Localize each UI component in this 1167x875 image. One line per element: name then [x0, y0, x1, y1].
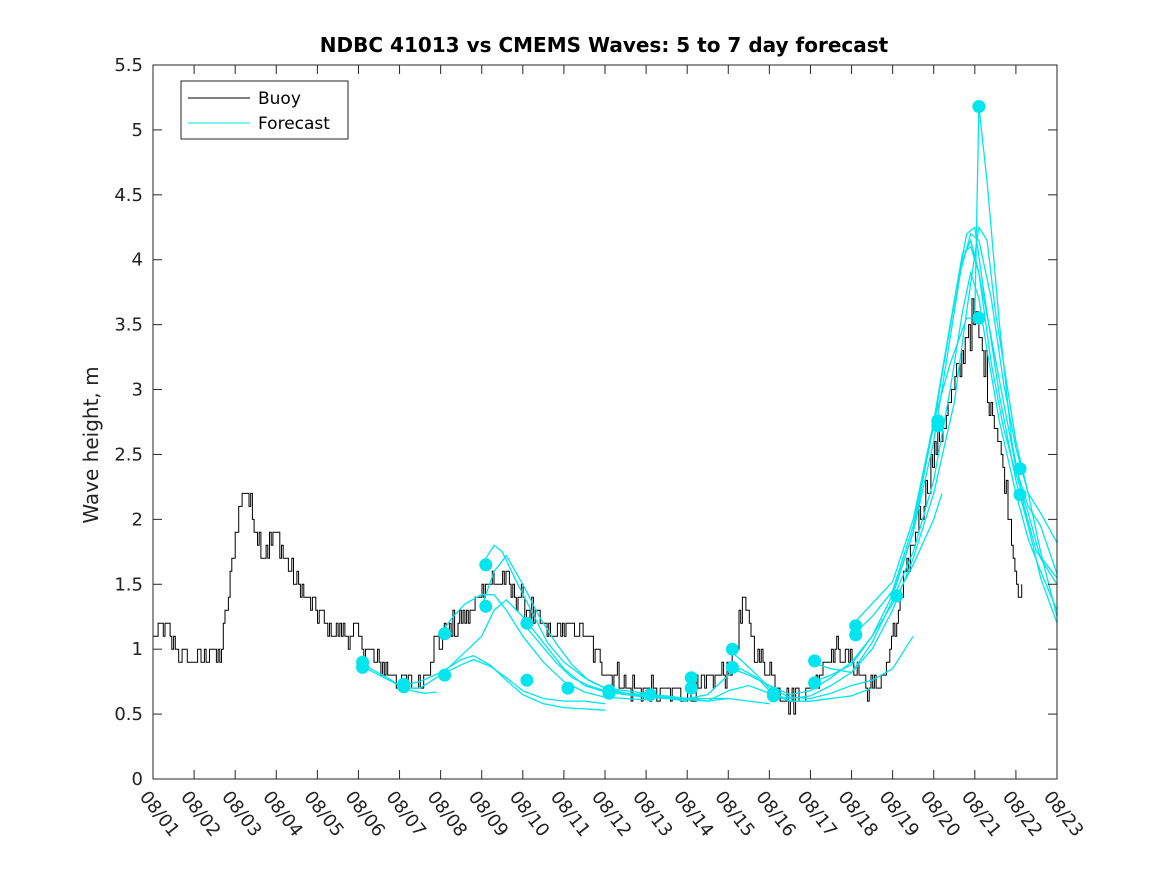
y-tick-label: 1: [132, 639, 143, 660]
legend-box: [180, 80, 349, 140]
y-axis-label: Wave height, m: [79, 366, 103, 523]
forecast-points: [356, 100, 1027, 703]
forecast-point-27: [931, 419, 945, 433]
forecast-series-line-17: [851, 232, 1058, 637]
forecast-point-13: [602, 686, 616, 700]
y-tick-label: 2.5: [114, 444, 143, 465]
y-tick-label: 5.5: [114, 55, 143, 76]
forecast-point-25: [890, 589, 904, 603]
forecast-series-line-11: [727, 635, 914, 700]
forecast-point-10: [520, 673, 534, 687]
forecast-point-24: [849, 628, 863, 642]
plot-lines: [153, 106, 1058, 715]
buoy-series-line: [153, 298, 1023, 715]
y-tick-label: 5: [132, 120, 143, 141]
y-tick-label: 3: [132, 380, 143, 401]
forecast-series-line-18: [891, 226, 1058, 624]
forecast-point-9: [520, 616, 534, 630]
forecast-point-5: [438, 668, 452, 682]
forecast-point-20: [767, 689, 780, 703]
chart-title: NDBC 41013 vs CMEMS Waves: 5 to 7 day fo…: [320, 33, 889, 57]
forecast-series-line-8: [522, 622, 770, 705]
forecast-point-18: [725, 660, 739, 674]
y-tick-label: 1.5: [114, 574, 143, 595]
forecast-point-29: [972, 311, 986, 325]
forecast-point-2: [356, 660, 370, 674]
forecast-point-28: [972, 100, 986, 113]
forecast-point-14: [643, 688, 657, 702]
legend: Buoy Forecast: [180, 80, 349, 140]
forecast-series-line-13: [769, 225, 1058, 700]
y-tick-label: 2: [132, 509, 143, 530]
forecast-point-4: [397, 680, 411, 694]
forecast-point-7: [479, 558, 493, 572]
y-tick-label: 4.5: [114, 185, 143, 206]
y-tick-label: 3.5: [114, 315, 143, 336]
forecast-point-23: [849, 619, 863, 633]
forecast-point-31: [1013, 488, 1027, 502]
forecast-point-30: [1013, 462, 1027, 476]
forecast-point-17: [725, 642, 739, 656]
y-tick-label: 0.5: [114, 704, 143, 725]
y-tick-label: 4: [132, 250, 143, 271]
forecast-point-8: [479, 599, 493, 613]
forecast-point-22: [808, 676, 822, 690]
y-tick-label: 0: [132, 769, 143, 790]
forecast-point-11: [561, 681, 575, 695]
legend-buoy-label: Buoy: [258, 89, 301, 109]
legend-forecast-label: Forecast: [258, 114, 330, 134]
forecast-series-line-3: [399, 658, 606, 705]
forecast-series-line-19: [933, 106, 1058, 579]
forecast-point-21: [808, 654, 822, 668]
forecast-point-16: [684, 681, 698, 695]
forecast-point-6: [438, 627, 452, 641]
forecast-point-15: [684, 671, 698, 685]
forecast-series-line-14: [810, 270, 1058, 674]
